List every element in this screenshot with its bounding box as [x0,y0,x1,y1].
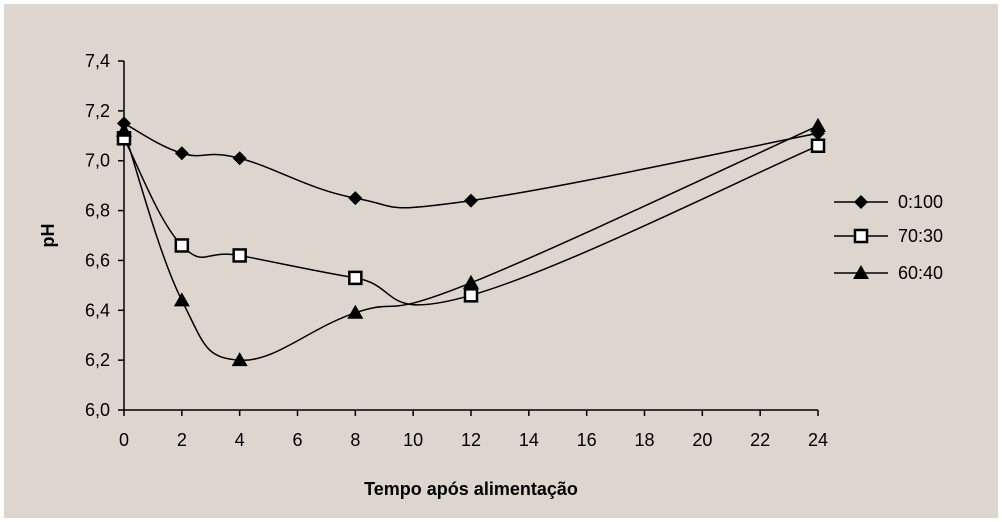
legend-label: 60:40 [898,263,943,283]
x-tick-label: 18 [634,430,654,450]
x-tick-label: 16 [577,430,597,450]
axes [123,61,818,411]
y-tick-label: 6,6 [85,250,110,270]
series-line-2 [123,125,819,361]
data-point-marker [348,191,363,206]
x-tick-label: 14 [519,430,539,450]
legend-label: 0:100 [898,192,943,212]
y-tick-label: 7,4 [85,51,110,71]
legend: 0:100 70:30 60:40 [834,192,943,283]
chart-area [4,4,998,518]
x-tick-label: 22 [750,430,770,450]
x-tick-label: 0 [119,430,129,450]
data-point-marker [232,248,247,263]
legend-label: 70:30 [898,226,943,246]
x-tick-label: 20 [692,430,712,450]
legend-marker [854,195,868,209]
x-tick-label: 8 [350,430,360,450]
data-point-marker [810,138,826,154]
y-tick-label: 7,0 [85,151,110,171]
x-axis-title: Tempo após alimentação [364,479,578,499]
y-tick-label: 6,2 [85,350,110,370]
data-point-marker [231,352,248,367]
x-tick-label: 24 [808,430,828,450]
data-point-marker [348,270,363,286]
legend-marker [853,265,869,279]
x-tick-label: 12 [461,430,481,450]
data-point-marker [810,117,826,132]
data-point-marker [174,238,190,253]
data-point-marker [174,146,189,161]
data-point-marker [232,151,247,166]
data-point-marker [464,193,478,208]
data-point-marker [463,274,479,289]
series-lines [123,122,819,361]
y-axis-title: pH [38,224,58,248]
x-tick-label: 6 [292,430,302,450]
data-point-marker [116,122,132,137]
y-tick-label: 6,0 [85,400,110,420]
y-tick-label: 6,8 [85,201,110,221]
data-point-marker [173,292,190,307]
data-point-marker [347,304,364,319]
y-axis-ticks: 6,0 6,2 6,4 6,6 6,8 7,0 7,2 7,4 [85,51,124,420]
legend-marker [853,228,869,244]
x-axis-ticks: 0 2 4 6 8 10 12 14 16 18 20 22 24 [119,410,828,450]
series-markers [116,116,826,367]
data-point-marker [463,288,479,303]
x-tick-label: 2 [177,430,187,450]
x-tick-label: 4 [235,430,245,450]
y-tick-label: 7,2 [85,101,110,121]
x-tick-label: 10 [403,430,423,450]
y-tick-label: 6,4 [85,300,110,320]
